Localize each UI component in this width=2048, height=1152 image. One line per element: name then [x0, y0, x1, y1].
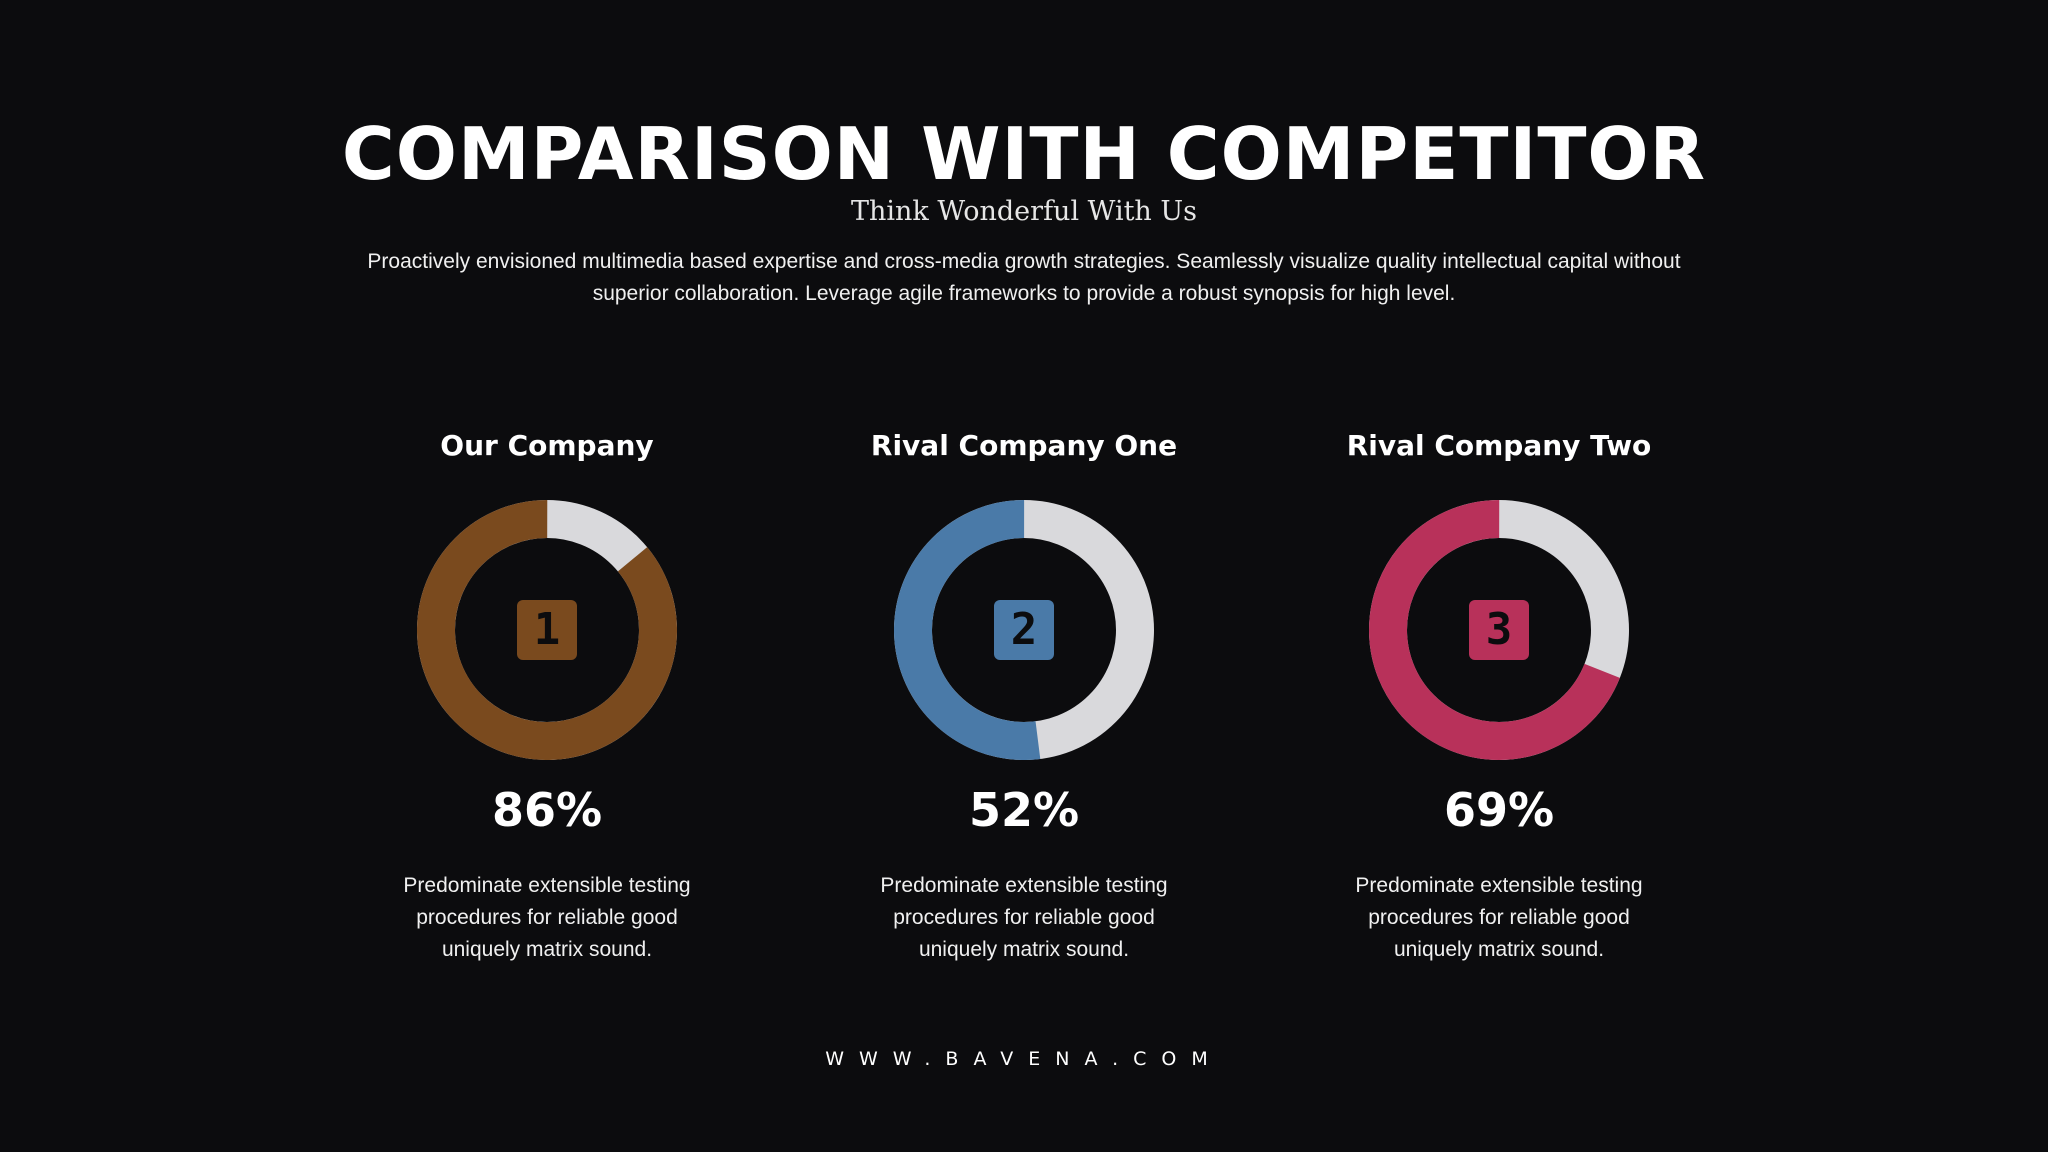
donut-svg [417, 500, 677, 760]
donut-svg [894, 500, 1154, 760]
percent-value: 69% [1443, 783, 1555, 837]
rank-badge: 3 [1469, 600, 1529, 660]
column-title: Our Company [440, 429, 654, 462]
percent-value: 52% [968, 783, 1080, 837]
donut-chart: 3 [1369, 500, 1629, 760]
donut-svg [1369, 500, 1629, 760]
footer-website: WWW.BAVENA.COM [825, 1048, 1223, 1070]
percent-value: 86% [491, 783, 603, 837]
page-title: COMPARISON WITH COMPETITOR [341, 112, 1707, 196]
page-subtitle: Think Wonderful With Us [850, 196, 1198, 227]
rank-badge: 2 [994, 600, 1054, 660]
rank-badge-number: 3 [1485, 604, 1513, 655]
column-title: Rival Company Two [1346, 429, 1652, 462]
donut-chart: 2 [894, 500, 1154, 760]
column-description: Predominate extensible testing procedure… [403, 874, 691, 961]
column-description: Predominate extensible testing procedure… [1355, 874, 1643, 961]
donut-value-arc [417, 500, 677, 760]
rank-badge-number: 2 [1010, 604, 1038, 655]
donut-value-arc [894, 500, 1154, 760]
rank-badge: 1 [517, 600, 577, 660]
donut-chart: 1 [417, 500, 677, 760]
intro-paragraph: Proactively envisioned multimedia based … [367, 250, 1681, 305]
column-title: Rival Company One [870, 429, 1178, 462]
rank-badge-number: 1 [533, 604, 561, 655]
column-description: Predominate extensible testing procedure… [880, 874, 1168, 961]
